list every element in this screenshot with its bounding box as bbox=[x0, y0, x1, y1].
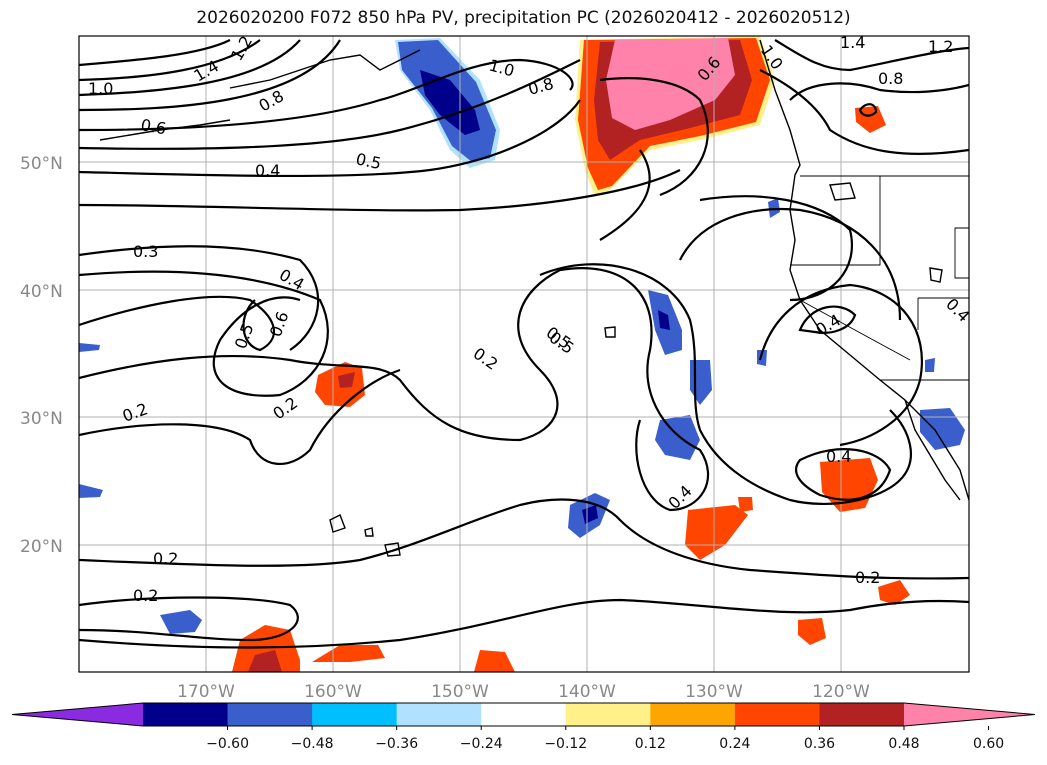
political-borders bbox=[790, 175, 969, 381]
lat-label: 40°N bbox=[20, 282, 63, 302]
contour-label: 0.8 bbox=[878, 69, 903, 88]
contour-label: 0.2 bbox=[133, 586, 158, 605]
contour-label: 1.2 bbox=[928, 37, 953, 56]
contour-label: 0.2 bbox=[120, 399, 150, 426]
colorbar-segment bbox=[565, 703, 651, 726]
contour-label: 1.2 bbox=[227, 32, 256, 64]
pv-contours bbox=[79, 39, 969, 649]
colorbar-tick-label: −0.60 bbox=[206, 736, 249, 752]
colorbar-extend-high bbox=[904, 703, 1035, 726]
contour-label: 0.4 bbox=[826, 447, 851, 466]
lat-label: 30°N bbox=[20, 409, 63, 429]
longitude-labels: 170°W 160°W 150°W 140°W 130°W 120°W bbox=[177, 682, 870, 702]
precip-positive-anomalies bbox=[232, 36, 910, 672]
lon-label: 140°W bbox=[558, 682, 616, 702]
lon-label: 160°W bbox=[304, 682, 362, 702]
lon-label: 150°W bbox=[431, 682, 489, 702]
contour-label: 0.2 bbox=[855, 568, 880, 587]
colorbar-tick-label: −0.48 bbox=[291, 736, 334, 752]
colorbar-tick-label: 0.36 bbox=[804, 736, 835, 752]
contour-label: 0.5 bbox=[354, 149, 383, 173]
contour-label: 0.4 bbox=[664, 481, 695, 512]
colorbar-tick-label: 0.48 bbox=[888, 736, 919, 752]
lat-label: 20°N bbox=[20, 537, 63, 557]
colorbar-tick-label: 0.24 bbox=[719, 736, 750, 752]
colorbar-extend-low bbox=[12, 703, 143, 726]
colorbar-outline bbox=[11, 702, 1036, 727]
lon-label: 130°W bbox=[685, 682, 743, 702]
colorbar-tick-label: 0.60 bbox=[973, 736, 1004, 752]
map-title: 2026020200 F072 850 hPa PV, precipitatio… bbox=[196, 8, 851, 28]
lon-label: 120°W bbox=[812, 682, 870, 702]
colorbar-segment bbox=[312, 703, 398, 726]
colorbar-segment bbox=[819, 703, 905, 726]
contour-label: 0.6 bbox=[266, 309, 293, 339]
colorbar-segment bbox=[481, 703, 567, 726]
contour-label: 0.3 bbox=[133, 242, 158, 261]
colorbar-tick-label: −0.24 bbox=[460, 736, 503, 752]
lat-label: 50°N bbox=[20, 154, 63, 174]
contour-label: 1.4 bbox=[840, 33, 865, 52]
colorbar-segment bbox=[734, 703, 820, 726]
colorbar-segment bbox=[650, 703, 736, 726]
contour-label: 0.4 bbox=[255, 161, 280, 180]
contour-label: 0.2 bbox=[153, 549, 178, 568]
contour-label: 0.2 bbox=[470, 344, 502, 374]
contour-label: 1.0 bbox=[88, 79, 113, 98]
precip-negative-anomalies bbox=[79, 38, 965, 634]
contour-label: 0.6 bbox=[139, 115, 167, 138]
latitude-labels: 50°N 40°N 30°N 20°N bbox=[20, 154, 63, 557]
lon-label: 170°W bbox=[177, 682, 235, 702]
contour-label: 0.8 bbox=[526, 74, 556, 99]
contour-label: 0.4 bbox=[813, 310, 845, 339]
colorbar-segment bbox=[227, 703, 313, 726]
colorbar-tick-label: 0.12 bbox=[635, 736, 666, 752]
contour-label: 0.2 bbox=[269, 393, 301, 423]
plot-frame bbox=[78, 35, 970, 673]
map-panel: 1.4 1.2 1.0 0.8 0.6 0.5 0.4 0.3 0.2 1.0 … bbox=[79, 32, 969, 672]
colorbar-segment bbox=[143, 703, 229, 726]
colorbar-tick-label: −0.12 bbox=[544, 736, 587, 752]
colorbar: −0.60 −0.48 −0.36 −0.24 −0.12 0.12 0.24 0.36 0.4… bbox=[11, 702, 1036, 752]
colorbar-tick-label: −0.36 bbox=[375, 736, 418, 752]
colorbar-segment bbox=[396, 703, 482, 726]
